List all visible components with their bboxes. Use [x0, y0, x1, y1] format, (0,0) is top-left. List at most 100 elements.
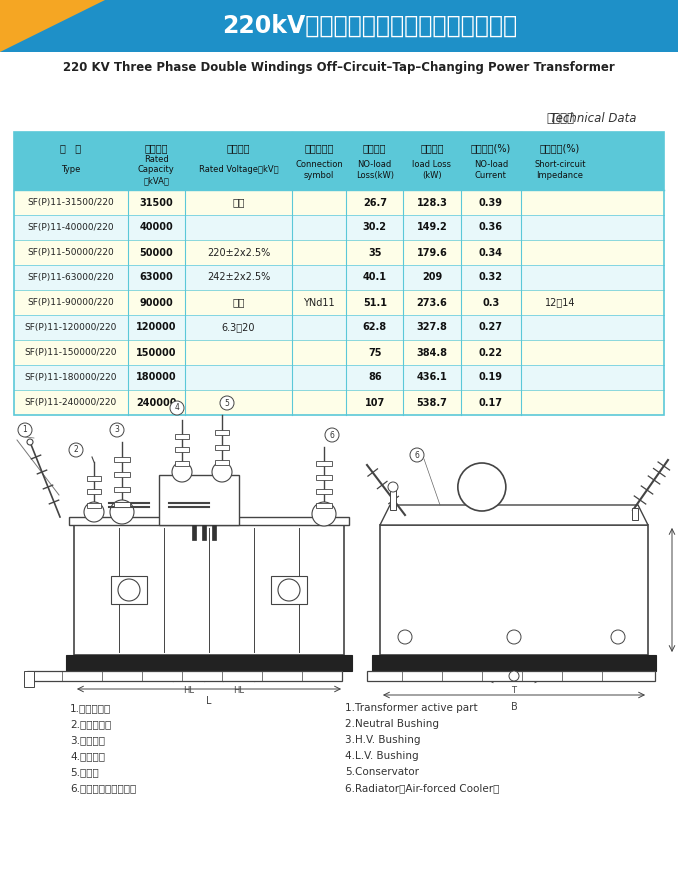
Circle shape [110, 500, 134, 524]
Text: 6.Radiator（Air-forced Cooler）: 6.Radiator（Air-forced Cooler） [345, 783, 500, 793]
Bar [69, 517, 349, 525]
Text: 273.6: 273.6 [416, 297, 447, 307]
Text: T: T [511, 686, 517, 695]
Text: 3.高压套管: 3.高压套管 [70, 735, 105, 745]
Text: Connection
symbol: Connection symbol [296, 161, 343, 179]
Bar [159, 475, 239, 525]
Text: 5: 5 [224, 398, 229, 407]
Circle shape [410, 448, 424, 462]
Bar [14, 240, 664, 265]
Text: 高压: 高压 [233, 197, 245, 207]
Text: 128.3: 128.3 [416, 197, 447, 207]
Text: 242±2x2.5%: 242±2x2.5% [207, 272, 271, 282]
Bar [14, 132, 664, 415]
Text: 0.39: 0.39 [479, 197, 503, 207]
Bar [192, 525, 196, 540]
Text: 3.H.V. Bushing: 3.H.V. Bushing [345, 735, 420, 745]
Text: 额定容量: 额定容量 [144, 143, 168, 153]
Bar [316, 475, 332, 480]
Text: 空载电流(%): 空载电流(%) [471, 143, 511, 153]
Text: 180000: 180000 [136, 372, 177, 382]
Bar [87, 503, 101, 508]
Text: 联结组标号: 联结组标号 [304, 143, 334, 153]
Text: 30.2: 30.2 [363, 222, 386, 232]
Text: 62.8: 62.8 [363, 322, 387, 332]
Text: Technical Data: Technical Data [549, 112, 636, 124]
Bar [367, 671, 655, 681]
Bar [114, 487, 130, 492]
Bar [14, 340, 664, 365]
Text: 6.3～20: 6.3～20 [222, 322, 256, 332]
Text: 220±2x2.5%: 220±2x2.5% [207, 247, 271, 257]
Circle shape [398, 630, 412, 644]
Text: 5.储油柜: 5.储油柜 [70, 767, 99, 777]
Text: SF(P)11-31500/220: SF(P)11-31500/220 [28, 198, 115, 207]
Bar [202, 525, 206, 540]
Bar [175, 433, 189, 438]
Text: SF(P)11-180000/220: SF(P)11-180000/220 [24, 373, 117, 382]
Bar [14, 390, 664, 415]
Text: SF(P)11-50000/220: SF(P)11-50000/220 [28, 248, 115, 257]
Text: SF(P)11-40000/220: SF(P)11-40000/220 [28, 223, 114, 232]
Text: 4.低压套管: 4.低压套管 [70, 751, 105, 761]
Text: B: B [511, 702, 517, 712]
Text: 低压: 低压 [233, 297, 245, 307]
Circle shape [278, 579, 300, 601]
Text: 0.36: 0.36 [479, 222, 503, 232]
Text: 2.中性点套管: 2.中性点套管 [70, 719, 111, 729]
Bar [372, 655, 656, 671]
Circle shape [388, 482, 398, 492]
Text: 107: 107 [365, 397, 385, 407]
Circle shape [118, 579, 140, 601]
Text: 6: 6 [330, 430, 334, 439]
Text: 空载损耗: 空载损耗 [363, 143, 386, 153]
Text: 3: 3 [115, 425, 119, 435]
Text: 4.L.V. Bushing: 4.L.V. Bushing [345, 751, 418, 761]
Polygon shape [0, 0, 105, 52]
Polygon shape [380, 505, 648, 525]
Text: 1.Transformer active part: 1.Transformer active part [345, 703, 477, 713]
Text: 26.7: 26.7 [363, 197, 386, 207]
Text: 209: 209 [422, 272, 442, 282]
Text: 90000: 90000 [140, 297, 173, 307]
Text: SF(P)11-240000/220: SF(P)11-240000/220 [25, 398, 117, 407]
Text: 短路阻抗(%): 短路阻抗(%) [540, 143, 580, 153]
Text: 负载损耗: 负载损耗 [420, 143, 443, 153]
Bar [215, 445, 229, 450]
Text: 31500: 31500 [140, 197, 173, 207]
Circle shape [110, 423, 124, 437]
Text: 12～14: 12～14 [544, 297, 575, 307]
Text: 0.27: 0.27 [479, 322, 503, 332]
Circle shape [212, 462, 232, 482]
Text: HL: HL [184, 686, 195, 695]
Text: 179.6: 179.6 [416, 247, 447, 257]
Text: 63000: 63000 [140, 272, 173, 282]
Circle shape [507, 630, 521, 644]
Text: 150000: 150000 [136, 347, 176, 357]
Circle shape [172, 462, 192, 482]
Text: 149.2: 149.2 [416, 222, 447, 232]
Text: 技术参数: 技术参数 [546, 112, 574, 124]
Text: 6.散热器（风冷却器）: 6.散热器（风冷却器） [70, 783, 136, 793]
Text: 51.1: 51.1 [363, 297, 386, 307]
Circle shape [27, 439, 33, 445]
Text: SF(P)11-150000/220: SF(P)11-150000/220 [24, 348, 117, 357]
Text: 538.7: 538.7 [416, 397, 447, 407]
Text: 0.34: 0.34 [479, 247, 503, 257]
Text: 6: 6 [414, 450, 420, 460]
Circle shape [220, 396, 234, 410]
Bar [0, 0, 678, 52]
Bar [380, 525, 648, 655]
Text: 0.17: 0.17 [479, 397, 503, 407]
Text: 5.Conservator: 5.Conservator [345, 767, 419, 777]
Bar [390, 490, 396, 510]
Text: 220kV三相双绕组无励磁调压电力变压器: 220kV三相双绕组无励磁调压电力变压器 [222, 14, 517, 38]
Bar [14, 290, 664, 315]
Bar [316, 461, 332, 466]
Text: L: L [206, 696, 212, 706]
Circle shape [170, 401, 184, 415]
Text: NO-load
Loss(kW): NO-load Loss(kW) [356, 161, 394, 179]
Bar [114, 502, 130, 507]
Circle shape [84, 502, 104, 522]
Text: SF(P)11-63000/220: SF(P)11-63000/220 [28, 273, 115, 282]
